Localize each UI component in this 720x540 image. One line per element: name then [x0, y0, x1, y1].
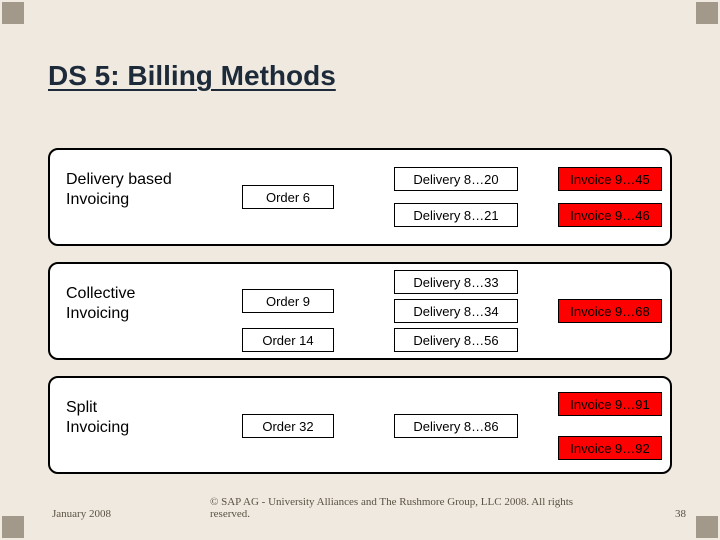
delivery-node: Delivery 8…56 [394, 328, 518, 352]
order-node: Order 14 [242, 328, 334, 352]
corner-tr [696, 2, 718, 24]
corner-br [696, 516, 718, 538]
invoice-node: Invoice 9…92 [558, 436, 662, 460]
method-label: CollectiveInvoicing [66, 284, 135, 324]
method-label: SplitInvoicing [66, 398, 129, 438]
slide: DS 5: Billing Methods January 2008 © SAP… [0, 0, 720, 540]
order-node: Order 9 [242, 289, 334, 313]
footer-copyright: © SAP AG - University Alliances and The … [210, 496, 590, 520]
delivery-node: Delivery 8…21 [394, 203, 518, 227]
delivery-node: Delivery 8…33 [394, 270, 518, 294]
delivery-node: Delivery 8…20 [394, 167, 518, 191]
corner-bl [2, 516, 24, 538]
footer-date: January 2008 [52, 508, 111, 520]
footer-page-number: 38 [675, 508, 686, 520]
invoice-node: Invoice 9…45 [558, 167, 662, 191]
method-label: Delivery basedInvoicing [66, 170, 172, 210]
slide-title: DS 5: Billing Methods [48, 60, 336, 92]
order-node: Order 6 [242, 185, 334, 209]
delivery-node: Delivery 8…34 [394, 299, 518, 323]
corner-tl [2, 2, 24, 24]
invoice-node: Invoice 9…68 [558, 299, 662, 323]
order-node: Order 32 [242, 414, 334, 438]
delivery-node: Delivery 8…86 [394, 414, 518, 438]
invoice-node: Invoice 9…46 [558, 203, 662, 227]
invoice-node: Invoice 9…91 [558, 392, 662, 416]
